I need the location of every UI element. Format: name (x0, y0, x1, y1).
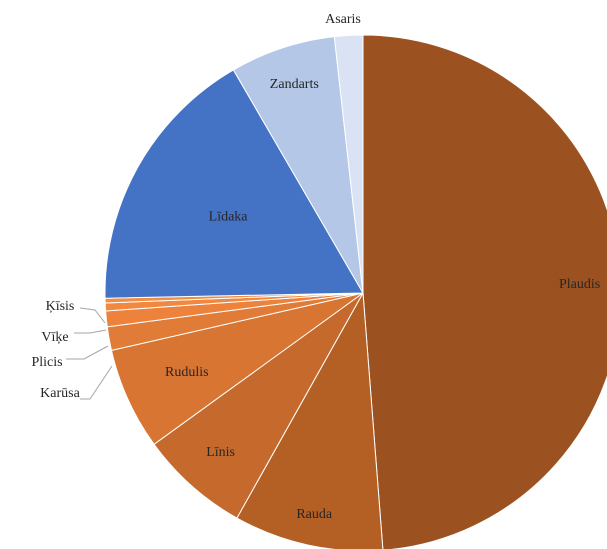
slice-label-rudulis: Rudulis (165, 365, 209, 380)
slice-label-kisis: Ķīsis (46, 299, 75, 314)
pie-slice-linis (153, 292, 364, 519)
pie-slice-rauda (236, 291, 384, 549)
slice-labels: Plaudis Rauda Līnis Rudulis Karūsa Plicis Vīķe… (31, 12, 600, 522)
slice-label-rauda: Rauda (296, 507, 333, 522)
pie-slice-asaris (333, 34, 364, 294)
slice-label-plicis: Plicis (31, 355, 62, 370)
pie-slice-plaudis (362, 34, 607, 549)
slice-label-plaudis: Plaudis (559, 277, 600, 292)
leader-line-karusa (80, 365, 113, 400)
pie-slices (104, 34, 607, 549)
pie-slice-lidaka (104, 69, 364, 299)
slice-label-asaris: Asaris (325, 12, 361, 27)
slice-label-vike: Vīķe (41, 330, 68, 345)
leader-lines (66, 307, 113, 400)
leader-line-kisis (79, 307, 106, 324)
slice-label-lidaka: Līdaka (209, 209, 249, 224)
leader-line-vike (74, 329, 107, 334)
slice-label-karusa: Karūsa (40, 386, 80, 401)
leader-line-plicis (66, 345, 109, 360)
slice-label-zandarts: Zandarts (270, 77, 319, 92)
slice-label-linis: Līnis (206, 445, 235, 460)
